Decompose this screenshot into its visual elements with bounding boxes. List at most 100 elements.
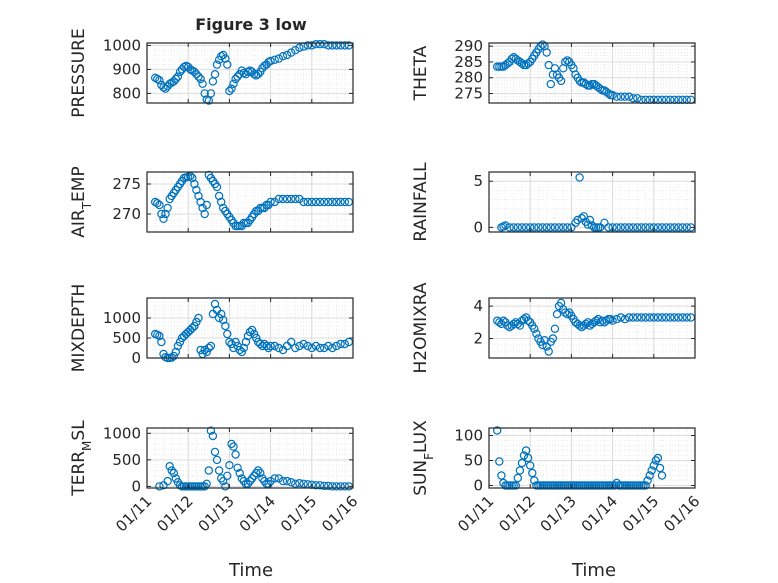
data-point: [332, 197, 341, 207]
data-point: [633, 313, 642, 322]
data-point: [682, 313, 692, 322]
data-point: [202, 479, 211, 488]
axes-box: [146, 427, 354, 489]
data-point: [526, 461, 535, 470]
data-point: [155, 482, 164, 491]
y-axis-label: H2OMIXRA: [411, 282, 431, 373]
data-point: [171, 74, 180, 84]
data-point: [159, 214, 168, 223]
data-point: [216, 309, 226, 319]
data-point: [153, 198, 162, 208]
data-point: [291, 343, 300, 353]
data-point: [340, 482, 349, 491]
data-point: [624, 92, 634, 101]
data-point: [282, 476, 292, 486]
data-point: [208, 431, 218, 441]
data-point: [637, 313, 646, 322]
data-point: [227, 84, 236, 93]
data-point: [678, 313, 687, 322]
data-point: [530, 324, 539, 333]
data-point: [212, 455, 222, 465]
data-point: [523, 453, 533, 463]
data-point: [612, 223, 621, 232]
data-point: [282, 50, 292, 60]
data-point: [266, 197, 275, 207]
data-point: [243, 479, 253, 488]
data-point: [513, 473, 523, 483]
data-point: [274, 343, 283, 353]
y-tick-label: 280: [454, 69, 483, 87]
data-point: [662, 223, 671, 232]
data-point: [662, 313, 671, 322]
data-point: [194, 313, 203, 323]
data-point: [328, 343, 337, 353]
data-point: [200, 89, 209, 98]
data-point: [218, 476, 228, 486]
data-point: [235, 345, 244, 355]
data-point: [336, 339, 345, 349]
subplot-pressure: 800 900 1000 PRESSURE: [69, 28, 354, 118]
data-point: [231, 74, 240, 84]
data-point: [542, 48, 551, 57]
data-point: [513, 223, 523, 232]
data-point: [299, 479, 308, 488]
data-point: [641, 313, 650, 322]
data-point: [507, 54, 516, 64]
data-point: [324, 341, 333, 351]
y-tick-label: 1000: [103, 309, 141, 327]
y-tick-label: 290: [454, 37, 483, 55]
data-point: [653, 223, 663, 232]
subplot-air-temp: 270 275 AIRTEMP: [69, 166, 354, 238]
data-point: [270, 55, 279, 65]
y-tick-label: 0: [131, 349, 141, 367]
data-point: [324, 197, 333, 207]
data-point: [307, 197, 316, 207]
data-point: [192, 69, 201, 79]
data-point: [624, 313, 634, 322]
data-point: [264, 479, 273, 488]
data-point: [212, 60, 222, 69]
data-point: [503, 59, 512, 68]
data-point: [202, 347, 211, 357]
y-tick-label: 5: [473, 172, 483, 190]
data-point: [556, 76, 566, 86]
data-point: [266, 341, 275, 351]
data-point: [328, 482, 337, 491]
data-point: [287, 48, 296, 57]
data-point: [517, 223, 527, 232]
data-point: [287, 337, 296, 347]
data-point: [616, 92, 626, 101]
data-point: [616, 313, 626, 322]
plot-area: [489, 43, 695, 103]
data-point: [647, 466, 656, 475]
data-point: [206, 89, 216, 98]
data-point: [538, 223, 547, 232]
data-point: [505, 223, 514, 232]
data-point: [523, 316, 533, 325]
data-point: [550, 223, 560, 232]
data-point: [515, 321, 525, 330]
data-point: [532, 329, 541, 338]
data-point: [332, 482, 341, 491]
data-point: [225, 337, 234, 347]
data-point: [521, 446, 531, 455]
data-point: [324, 41, 333, 50]
data-point: [340, 197, 349, 207]
data-point: [517, 458, 527, 468]
data-point: [291, 194, 300, 204]
y-tick-label: 50: [464, 452, 483, 470]
data-point: [169, 77, 178, 86]
data-point: [643, 476, 652, 485]
data-point: [155, 331, 164, 341]
data-point: [629, 223, 638, 232]
data-point: [194, 72, 203, 81]
data-point: [604, 223, 613, 232]
axes-box: [488, 297, 696, 359]
data-point: [315, 40, 325, 49]
data-point: [332, 41, 341, 50]
data-point: [270, 474, 279, 483]
data-point: [548, 334, 558, 343]
data-point: [315, 197, 325, 207]
data-point: [291, 479, 300, 488]
